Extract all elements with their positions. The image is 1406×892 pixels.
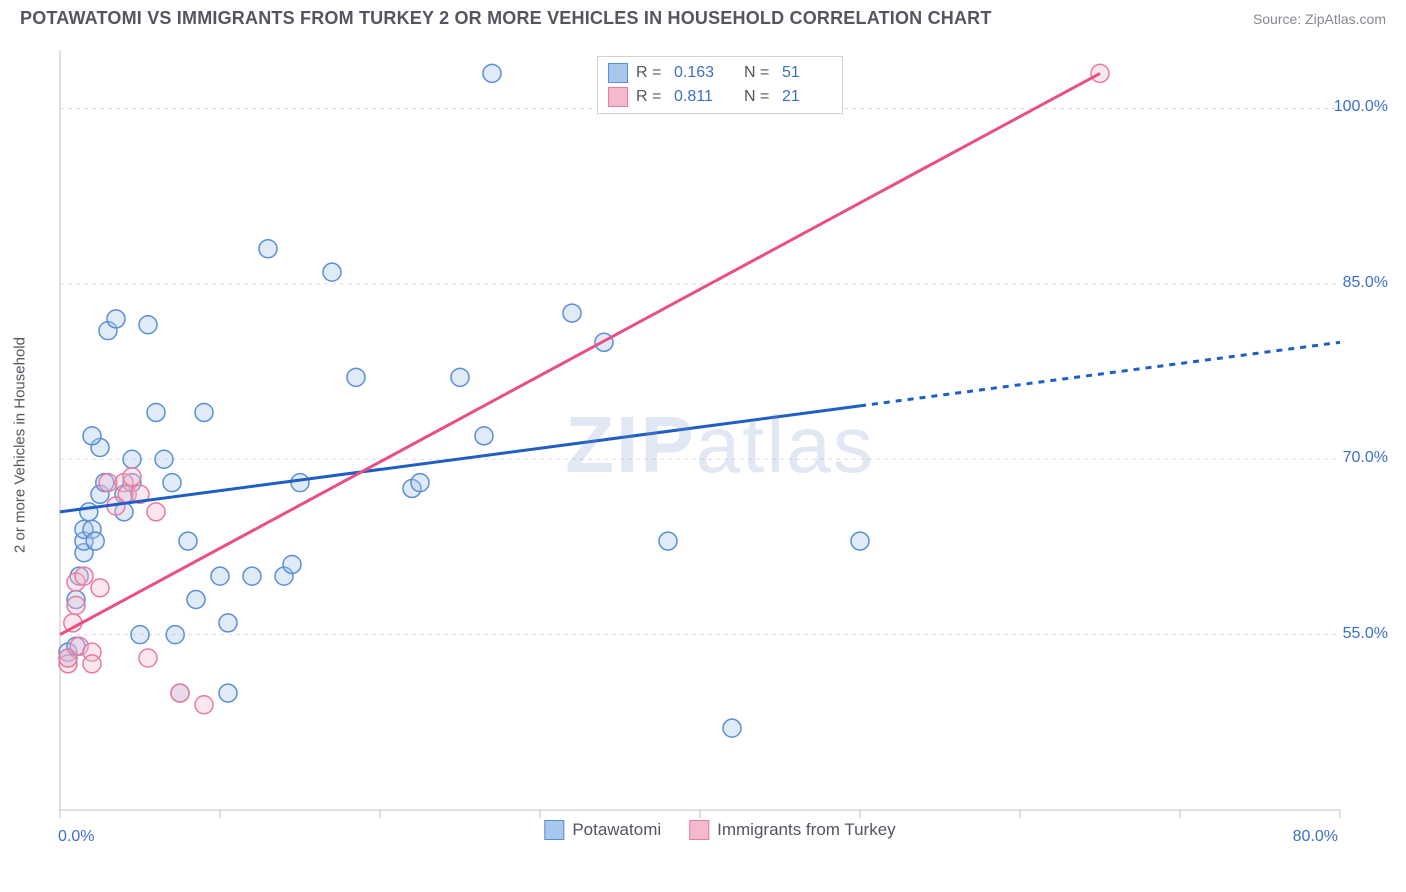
scatter-point <box>107 310 125 328</box>
series-legend: Potawatomi Immigrants from Turkey <box>544 820 895 840</box>
scatter-point <box>91 579 109 597</box>
scatter-point <box>166 626 184 644</box>
legend-swatch <box>608 87 628 107</box>
scatter-point <box>171 684 189 702</box>
scatter-point <box>323 263 341 281</box>
scatter-point <box>195 403 213 421</box>
scatter-point <box>83 427 101 445</box>
scatter-point <box>123 468 141 486</box>
legend-swatch <box>544 820 564 840</box>
axis-tick-label: 80.0% <box>1293 828 1338 846</box>
scatter-point <box>211 567 229 585</box>
scatter-point <box>851 532 869 550</box>
legend-swatch <box>689 820 709 840</box>
axis-tick-label: 0.0% <box>58 828 94 846</box>
scatter-point <box>563 304 581 322</box>
legend-row: R = 0.811 N = 21 <box>608 85 832 109</box>
legend-series-item: Immigrants from Turkey <box>689 820 896 840</box>
legend-n-value: 51 <box>782 64 832 82</box>
legend-n-label: N = <box>744 64 774 82</box>
scatter-point <box>75 567 93 585</box>
scatter-point <box>187 591 205 609</box>
scatter-point <box>155 450 173 468</box>
legend-series-item: Potawatomi <box>544 820 661 840</box>
scatter-point <box>243 567 261 585</box>
scatter-point <box>163 474 181 492</box>
correlation-legend: R = 0.163 N = 51 R = 0.811 N = 21 <box>597 56 843 114</box>
chart-header: POTAWATOMI VS IMMIGRANTS FROM TURKEY 2 O… <box>0 0 1406 33</box>
scatter-point <box>411 474 429 492</box>
scatter-point <box>147 403 165 421</box>
source-link[interactable]: ZipAtlas.com <box>1305 11 1386 27</box>
scatter-point <box>1091 64 1109 82</box>
scatter-point <box>147 503 165 521</box>
scatter-point <box>131 626 149 644</box>
scatter-point <box>659 532 677 550</box>
scatter-point <box>219 684 237 702</box>
legend-r-label: R = <box>636 64 666 82</box>
scatter-point <box>347 368 365 386</box>
scatter-point <box>139 316 157 334</box>
legend-row: R = 0.163 N = 51 <box>608 61 832 85</box>
scatter-point <box>179 532 197 550</box>
axis-tick-label: 70.0% <box>1343 449 1388 467</box>
scatter-point <box>123 450 141 468</box>
scatter-plot-svg <box>50 50 1350 840</box>
scatter-point <box>451 368 469 386</box>
chart-source: Source: ZipAtlas.com <box>1253 11 1386 27</box>
trend-line <box>60 73 1100 634</box>
legend-series-label: Potawatomi <box>572 820 661 840</box>
scatter-point <box>723 719 741 737</box>
axis-tick-label: 85.0% <box>1343 274 1388 292</box>
scatter-point <box>67 596 85 614</box>
scatter-point <box>86 532 104 550</box>
scatter-point <box>139 649 157 667</box>
scatter-point <box>291 474 309 492</box>
y-axis-label: 2 or more Vehicles in Household <box>12 337 29 553</box>
axis-tick-label: 100.0% <box>1334 98 1388 116</box>
axis-tick-label: 55.0% <box>1343 625 1388 643</box>
scatter-point <box>259 240 277 258</box>
legend-swatch <box>608 63 628 83</box>
chart-title: POTAWATOMI VS IMMIGRANTS FROM TURKEY 2 O… <box>20 8 992 29</box>
scatter-point <box>83 655 101 673</box>
legend-series-label: Immigrants from Turkey <box>717 820 896 840</box>
legend-r-value: 0.163 <box>674 64 724 82</box>
trend-line-extrapolated <box>860 342 1340 406</box>
scatter-point <box>195 696 213 714</box>
legend-r-value: 0.811 <box>674 88 724 106</box>
legend-n-label: N = <box>744 88 774 106</box>
scatter-point <box>283 555 301 573</box>
chart-area: 2 or more Vehicles in Household ZIPatlas… <box>50 50 1390 840</box>
source-label: Source: <box>1253 11 1301 27</box>
legend-n-value: 21 <box>782 88 832 106</box>
scatter-point <box>219 614 237 632</box>
legend-r-label: R = <box>636 88 666 106</box>
scatter-point <box>475 427 493 445</box>
scatter-point <box>80 503 98 521</box>
scatter-point <box>483 64 501 82</box>
